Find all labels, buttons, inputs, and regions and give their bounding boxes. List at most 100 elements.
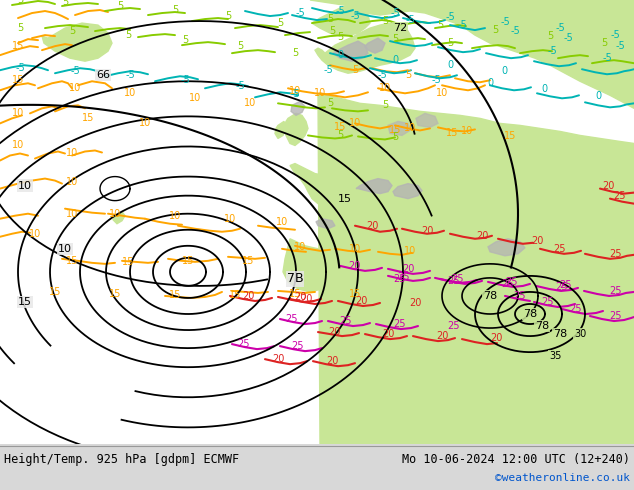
Text: 25: 25: [448, 321, 460, 331]
Text: 10: 10: [404, 123, 416, 133]
Polygon shape: [416, 113, 438, 127]
Text: 0: 0: [447, 60, 453, 70]
Polygon shape: [113, 212, 125, 224]
Text: 5: 5: [327, 98, 333, 108]
Text: 25: 25: [541, 297, 554, 307]
Text: -5: -5: [323, 65, 333, 75]
Text: 15: 15: [389, 125, 401, 135]
Text: -5: -5: [335, 6, 345, 16]
Text: -5: -5: [602, 53, 612, 63]
Text: -5: -5: [555, 23, 565, 33]
Text: 0: 0: [487, 78, 493, 88]
Polygon shape: [333, 41, 368, 61]
Text: 10: 10: [12, 108, 24, 119]
Text: 15: 15: [229, 290, 241, 300]
Text: 20: 20: [490, 333, 502, 343]
Text: 7B: 7B: [287, 272, 303, 285]
Text: 30: 30: [574, 329, 586, 339]
Text: Mo 10-06-2024 12:00 UTC (12+240): Mo 10-06-2024 12:00 UTC (12+240): [402, 453, 630, 466]
Text: 10: 10: [124, 88, 136, 98]
Text: 5: 5: [327, 14, 333, 24]
Polygon shape: [42, 23, 112, 61]
Text: 15: 15: [18, 297, 32, 307]
Text: 10: 10: [276, 217, 288, 227]
Text: 10: 10: [12, 141, 24, 150]
Text: 10: 10: [289, 86, 301, 97]
Text: 78: 78: [523, 309, 537, 319]
Polygon shape: [312, 3, 370, 36]
Text: 25: 25: [501, 279, 514, 289]
Text: -5: -5: [445, 12, 455, 22]
Text: 72: 72: [393, 23, 407, 33]
Text: 15: 15: [504, 131, 516, 142]
Text: 0: 0: [392, 55, 398, 65]
Text: 20: 20: [602, 181, 614, 191]
Text: 25: 25: [610, 311, 622, 321]
Polygon shape: [316, 219, 335, 229]
Text: 20: 20: [436, 331, 448, 341]
Text: 25: 25: [513, 291, 525, 301]
Text: 20: 20: [421, 226, 433, 236]
Text: 10: 10: [169, 211, 181, 220]
Text: 25: 25: [238, 339, 250, 349]
Text: ©weatheronline.co.uk: ©weatheronline.co.uk: [495, 473, 630, 483]
Polygon shape: [310, 0, 634, 108]
Text: 15: 15: [169, 290, 181, 300]
Polygon shape: [283, 239, 338, 292]
Text: 10: 10: [66, 209, 78, 219]
Text: 0: 0: [541, 84, 547, 94]
Text: 5: 5: [17, 0, 23, 5]
Text: 5: 5: [392, 34, 398, 44]
Text: -5: -5: [615, 41, 625, 51]
Text: 10: 10: [109, 209, 121, 219]
Text: -5: -5: [547, 46, 557, 56]
Polygon shape: [356, 178, 392, 194]
Text: 25: 25: [394, 274, 406, 284]
Text: 20: 20: [355, 296, 367, 306]
Text: 78: 78: [483, 291, 497, 301]
Text: 5: 5: [172, 5, 178, 15]
Text: 10: 10: [189, 93, 201, 103]
Text: -5: -5: [405, 15, 415, 25]
Text: -5: -5: [235, 81, 245, 91]
Text: 20: 20: [328, 327, 340, 337]
Text: 66: 66: [96, 70, 110, 80]
Text: 15: 15: [334, 122, 346, 132]
Polygon shape: [315, 23, 415, 73]
Text: 20: 20: [242, 291, 254, 301]
Text: 20: 20: [382, 329, 394, 339]
Text: 25: 25: [340, 316, 353, 326]
Text: 5: 5: [17, 23, 23, 33]
Text: 15: 15: [122, 257, 134, 267]
Text: 5: 5: [225, 11, 231, 21]
Text: 15: 15: [446, 128, 458, 139]
Text: 10: 10: [66, 148, 78, 158]
Text: 15: 15: [109, 289, 121, 299]
Text: 25: 25: [286, 314, 298, 324]
Text: 20: 20: [272, 354, 284, 364]
Text: 15: 15: [66, 256, 78, 266]
Polygon shape: [318, 93, 634, 444]
Text: 15: 15: [12, 75, 24, 85]
Text: 10: 10: [349, 119, 361, 128]
Text: 20: 20: [402, 264, 414, 274]
Text: -5: -5: [431, 75, 441, 85]
Text: 25: 25: [559, 280, 571, 290]
Text: 78: 78: [535, 321, 549, 331]
Text: -5: -5: [457, 20, 467, 30]
Text: 5: 5: [601, 38, 607, 48]
Polygon shape: [284, 113, 308, 146]
Text: 5: 5: [292, 48, 298, 58]
Text: 20: 20: [366, 220, 378, 231]
Text: -5: -5: [500, 17, 510, 27]
Text: 10: 10: [244, 98, 256, 108]
Text: 0: 0: [595, 91, 601, 101]
Text: 10: 10: [436, 88, 448, 98]
Text: 25: 25: [610, 286, 622, 296]
Text: 25: 25: [609, 249, 621, 259]
Text: -5: -5: [180, 75, 190, 85]
Text: 5: 5: [492, 25, 498, 35]
Text: 5: 5: [337, 130, 343, 141]
Text: 5: 5: [62, 0, 68, 7]
Polygon shape: [290, 164, 340, 206]
